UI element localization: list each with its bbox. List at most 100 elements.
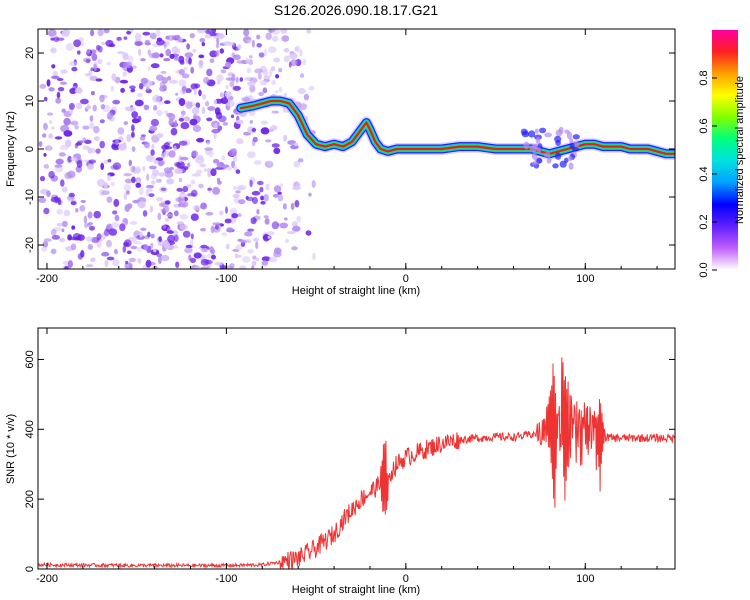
noise-speckle xyxy=(126,250,132,255)
noise-speckle xyxy=(63,117,71,126)
noise-speckle xyxy=(155,178,162,183)
noise-speckle xyxy=(294,200,300,208)
noise-speckle xyxy=(175,92,179,96)
noise-speckle xyxy=(264,48,268,57)
noise-speckle xyxy=(224,218,232,224)
noise-speckle xyxy=(80,199,87,204)
noise-speckle xyxy=(156,39,165,46)
noise-speckle xyxy=(70,157,78,162)
noise-speckle xyxy=(175,34,181,40)
noise-speckle xyxy=(59,237,66,243)
noise-speckle xyxy=(112,144,120,149)
noise-speckle xyxy=(134,41,143,46)
noise-speckle xyxy=(240,239,247,244)
snr-y-axis-label: SNR (10 * v/v) xyxy=(5,414,17,484)
noise-speckle xyxy=(61,186,68,193)
noise-speckle xyxy=(112,259,120,267)
noise-speckle xyxy=(233,155,238,163)
ridge-scatter xyxy=(531,152,538,160)
noise-speckle xyxy=(278,86,283,93)
noise-speckle xyxy=(262,87,268,94)
noise-speckle xyxy=(124,178,133,184)
noise-speckle xyxy=(157,212,162,221)
noise-speckle xyxy=(164,200,171,205)
noise-speckle xyxy=(295,45,301,53)
noise-speckle xyxy=(145,188,150,197)
noise-speckle xyxy=(308,192,312,197)
noise-speckle xyxy=(196,137,205,143)
noise-speckle xyxy=(129,221,138,225)
noise-speckle xyxy=(185,101,193,110)
noise-speckle xyxy=(175,48,181,54)
noise-speckle xyxy=(72,233,81,241)
noise-speckle xyxy=(185,244,193,249)
noise-speckle xyxy=(212,186,221,195)
noise-speckle xyxy=(106,61,111,66)
noise-speckle xyxy=(193,88,197,96)
noise-speckle xyxy=(174,168,183,174)
noise-speckle xyxy=(125,61,133,69)
noise-speckle xyxy=(70,243,77,251)
noise-speckle xyxy=(87,244,94,250)
noise-speckle xyxy=(63,209,71,217)
noise-speckle xyxy=(271,110,280,114)
noise-speckle xyxy=(149,205,154,213)
noise-speckle xyxy=(166,112,173,117)
noise-speckle xyxy=(265,32,272,40)
noise-speckle xyxy=(212,222,221,226)
noise-speckle xyxy=(257,72,262,80)
noise-speckle xyxy=(213,99,217,105)
noise-speckle xyxy=(50,228,57,236)
noise-speckle xyxy=(173,145,177,152)
noise-speckle xyxy=(210,248,216,255)
noise-speckle xyxy=(106,239,112,248)
spectrogram-y-tick-label: -10 xyxy=(24,189,36,205)
noise-speckle xyxy=(233,164,238,171)
noise-speckle xyxy=(136,235,145,240)
noise-speckle xyxy=(85,236,93,242)
noise-speckle xyxy=(140,77,149,84)
noise-speckle xyxy=(179,60,185,65)
noise-speckle xyxy=(219,48,224,54)
noise-speckle xyxy=(306,29,312,34)
noise-speckle xyxy=(131,111,139,119)
noise-speckle xyxy=(198,89,202,97)
noise-speckle xyxy=(89,225,95,231)
noise-speckle xyxy=(107,174,111,182)
noise-speckle xyxy=(216,74,224,82)
noise-speckle xyxy=(149,32,157,40)
noise-speckle xyxy=(166,34,176,41)
noise-speckle xyxy=(225,206,228,214)
noise-speckle xyxy=(245,195,249,200)
noise-speckle xyxy=(43,207,50,215)
noise-speckle xyxy=(249,120,253,124)
noise-speckle xyxy=(106,196,113,203)
noise-speckle xyxy=(182,86,186,94)
noise-speckle xyxy=(181,196,185,204)
noise-speckle xyxy=(159,53,164,58)
noise-speckle xyxy=(158,172,166,177)
noise-speckle xyxy=(270,66,276,72)
noise-speckle xyxy=(174,119,178,128)
noise-speckle xyxy=(91,91,95,96)
noise-speckle xyxy=(251,39,255,48)
noise-speckle xyxy=(67,155,72,163)
colorbar-tick-label: 0.6 xyxy=(698,118,710,133)
noise-speckle xyxy=(296,182,301,188)
noise-speckle xyxy=(256,180,264,186)
noise-speckle xyxy=(99,94,105,103)
noise-speckle xyxy=(252,255,257,260)
noise-speckle xyxy=(178,98,186,107)
noise-speckle xyxy=(93,210,101,219)
noise-speckle xyxy=(160,70,167,74)
noise-speckle xyxy=(150,63,160,69)
noise-speckle xyxy=(158,160,164,167)
noise-speckle xyxy=(150,242,154,249)
noise-speckle xyxy=(54,164,63,168)
noise-speckle xyxy=(123,242,130,247)
noise-speckle xyxy=(265,183,270,191)
noise-speckle xyxy=(216,161,225,168)
noise-speckle xyxy=(188,57,192,65)
noise-speckle xyxy=(90,29,95,37)
